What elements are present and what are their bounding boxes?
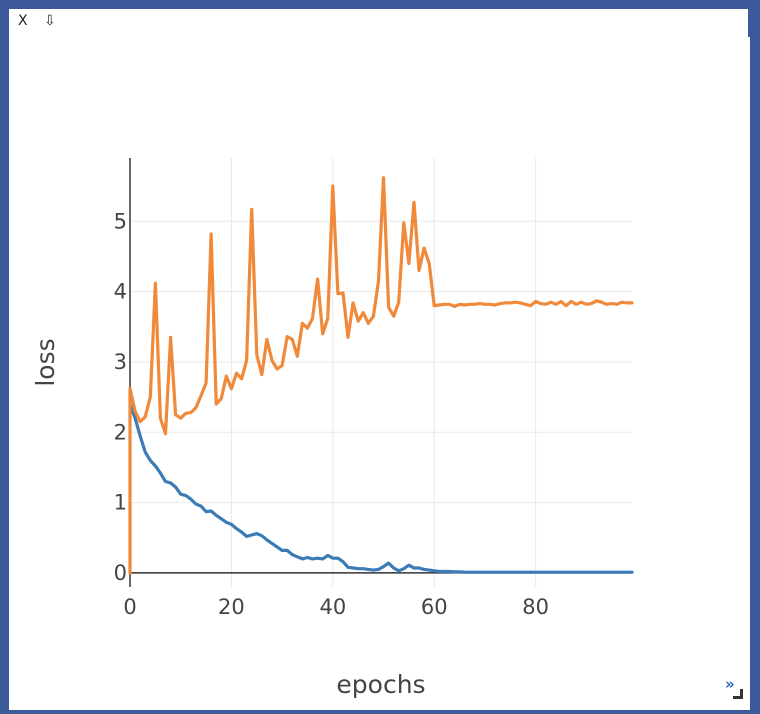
expand-icon[interactable]: »	[725, 675, 735, 693]
y-tick-label: 0	[114, 561, 127, 585]
loss-chart: 0 20 40 60 80 0 1 2 3 4 5 epochs loss	[31, 158, 634, 699]
x-tick-label: 20	[218, 595, 245, 619]
series-line-1	[128, 176, 634, 575]
panel-toolbar: X ⇩	[9, 9, 750, 37]
y-tick-label: 2	[114, 420, 127, 444]
x-tick-label: 60	[421, 595, 448, 619]
label-layer: 0 20 40 60 80 0 1 2 3 4 5 epochs loss	[31, 209, 549, 699]
grid-layer	[130, 158, 632, 587]
series-layer	[128, 176, 634, 575]
panel-edge	[748, 9, 750, 37]
y-tick-label: 5	[114, 209, 127, 233]
y-tick-label: 4	[114, 280, 127, 304]
y-tick-label: 1	[114, 491, 127, 515]
x-tick-label: 0	[123, 595, 136, 619]
resize-grip-icon[interactable]	[733, 689, 743, 699]
x-axis-title: epochs	[336, 670, 425, 699]
close-icon[interactable]: X	[18, 13, 28, 29]
y-axis-title: loss	[31, 338, 60, 386]
series-line-0	[128, 402, 634, 574]
chart-panel: X ⇩ 0 20 40 60 80 0 1 2 3 4 5 epochs loss »	[9, 9, 750, 710]
x-tick-label: 40	[319, 595, 346, 619]
x-tick-label: 80	[522, 595, 549, 619]
download-icon[interactable]: ⇩	[44, 13, 56, 29]
y-tick-label: 3	[114, 350, 127, 374]
